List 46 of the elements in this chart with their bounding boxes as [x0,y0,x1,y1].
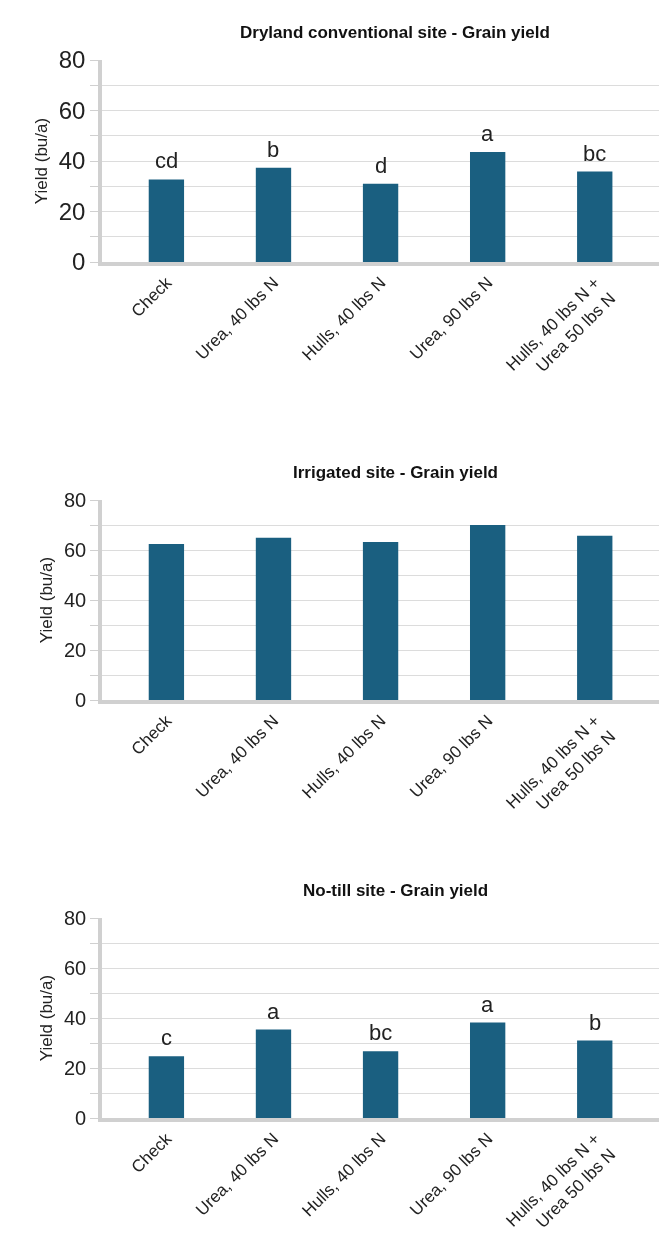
annotation: cd [155,148,179,173]
annotation: b [267,137,280,162]
y-tick-label: 80 [63,907,87,929]
bar [577,1040,613,1118]
y-tick-label: 0 [71,248,86,276]
bar [577,535,613,700]
chart-title: No-till site - Grain yield [303,881,489,900]
annotation: a [481,121,494,146]
bar [469,1022,506,1118]
annotation: d [375,153,388,178]
bar [362,542,399,700]
y-tick-label: 60 [58,96,86,124]
y-tick-label: 40 [63,1007,87,1029]
bar [469,525,506,700]
bar [255,167,292,262]
bar [362,183,399,262]
y-tick-label: 20 [58,197,86,225]
chart-title: Dryland conventional site - Grain yield [240,23,550,42]
y-tick-label: 40 [58,147,86,175]
chart-title: Irrigated site - Grain yield [293,463,499,482]
annotation: c [161,1025,172,1050]
bar [255,537,292,700]
bar [577,171,613,262]
y-tick-label: 0 [75,689,87,711]
bar [362,1051,399,1118]
y-tick-label: 60 [63,957,87,979]
y-tick-label: 40 [63,589,87,611]
y-tick-label: 80 [63,489,87,511]
annotation: bc [583,141,607,166]
annotation: a [267,999,280,1024]
y-tick-label: 80 [58,46,86,74]
y-tick-label: 20 [63,639,87,661]
bar [148,179,185,262]
annotation: bc [369,1020,393,1045]
bar [255,1029,292,1118]
bar [469,151,506,262]
y-tick-label: 0 [75,1107,87,1129]
y-axis-title: Yield (bu/a) [31,117,51,205]
y-axis-title: Yield (bu/a) [36,974,56,1062]
bar [148,544,185,700]
y-tick-label: 20 [63,1057,87,1079]
y-tick-label: 60 [63,539,87,561]
annotation: a [481,992,494,1017]
bar [148,1056,185,1118]
y-axis-title: Yield (bu/a) [36,556,56,644]
annotation: b [589,1010,602,1035]
